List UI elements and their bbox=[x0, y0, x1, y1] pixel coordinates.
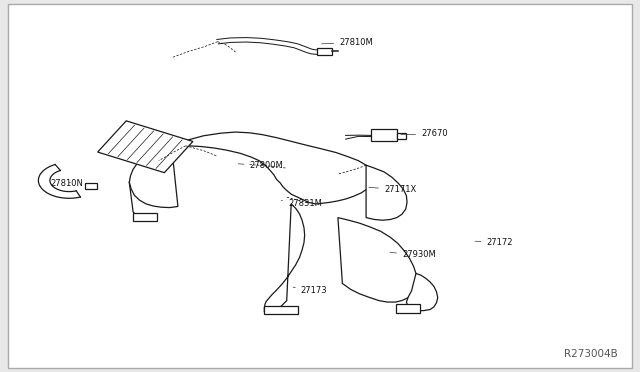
Bar bbox=[264, 306, 298, 314]
Text: 27171X: 27171X bbox=[369, 185, 416, 194]
Bar bbox=[133, 213, 157, 221]
Polygon shape bbox=[38, 164, 81, 198]
Polygon shape bbox=[406, 273, 438, 311]
Text: 27172: 27172 bbox=[475, 238, 513, 247]
Bar bbox=[397, 133, 406, 139]
Text: 27173: 27173 bbox=[293, 286, 328, 295]
Text: 27930M: 27930M bbox=[390, 250, 436, 259]
Bar bbox=[85, 183, 97, 189]
Bar bbox=[317, 48, 332, 55]
Polygon shape bbox=[129, 146, 178, 208]
Bar bbox=[396, 304, 420, 313]
Text: R273004B: R273004B bbox=[564, 349, 618, 359]
Text: 27810M: 27810M bbox=[321, 38, 373, 47]
Polygon shape bbox=[172, 132, 374, 204]
FancyBboxPatch shape bbox=[8, 4, 632, 368]
Polygon shape bbox=[338, 218, 417, 302]
Polygon shape bbox=[366, 165, 407, 220]
Text: 27810N: 27810N bbox=[50, 179, 83, 187]
Text: 27670: 27670 bbox=[401, 129, 448, 138]
Text: 27800M: 27800M bbox=[238, 161, 284, 170]
Polygon shape bbox=[264, 204, 305, 313]
Bar bbox=[98, 121, 193, 173]
Bar bbox=[371, 129, 397, 141]
Text: 27831M: 27831M bbox=[281, 199, 322, 208]
